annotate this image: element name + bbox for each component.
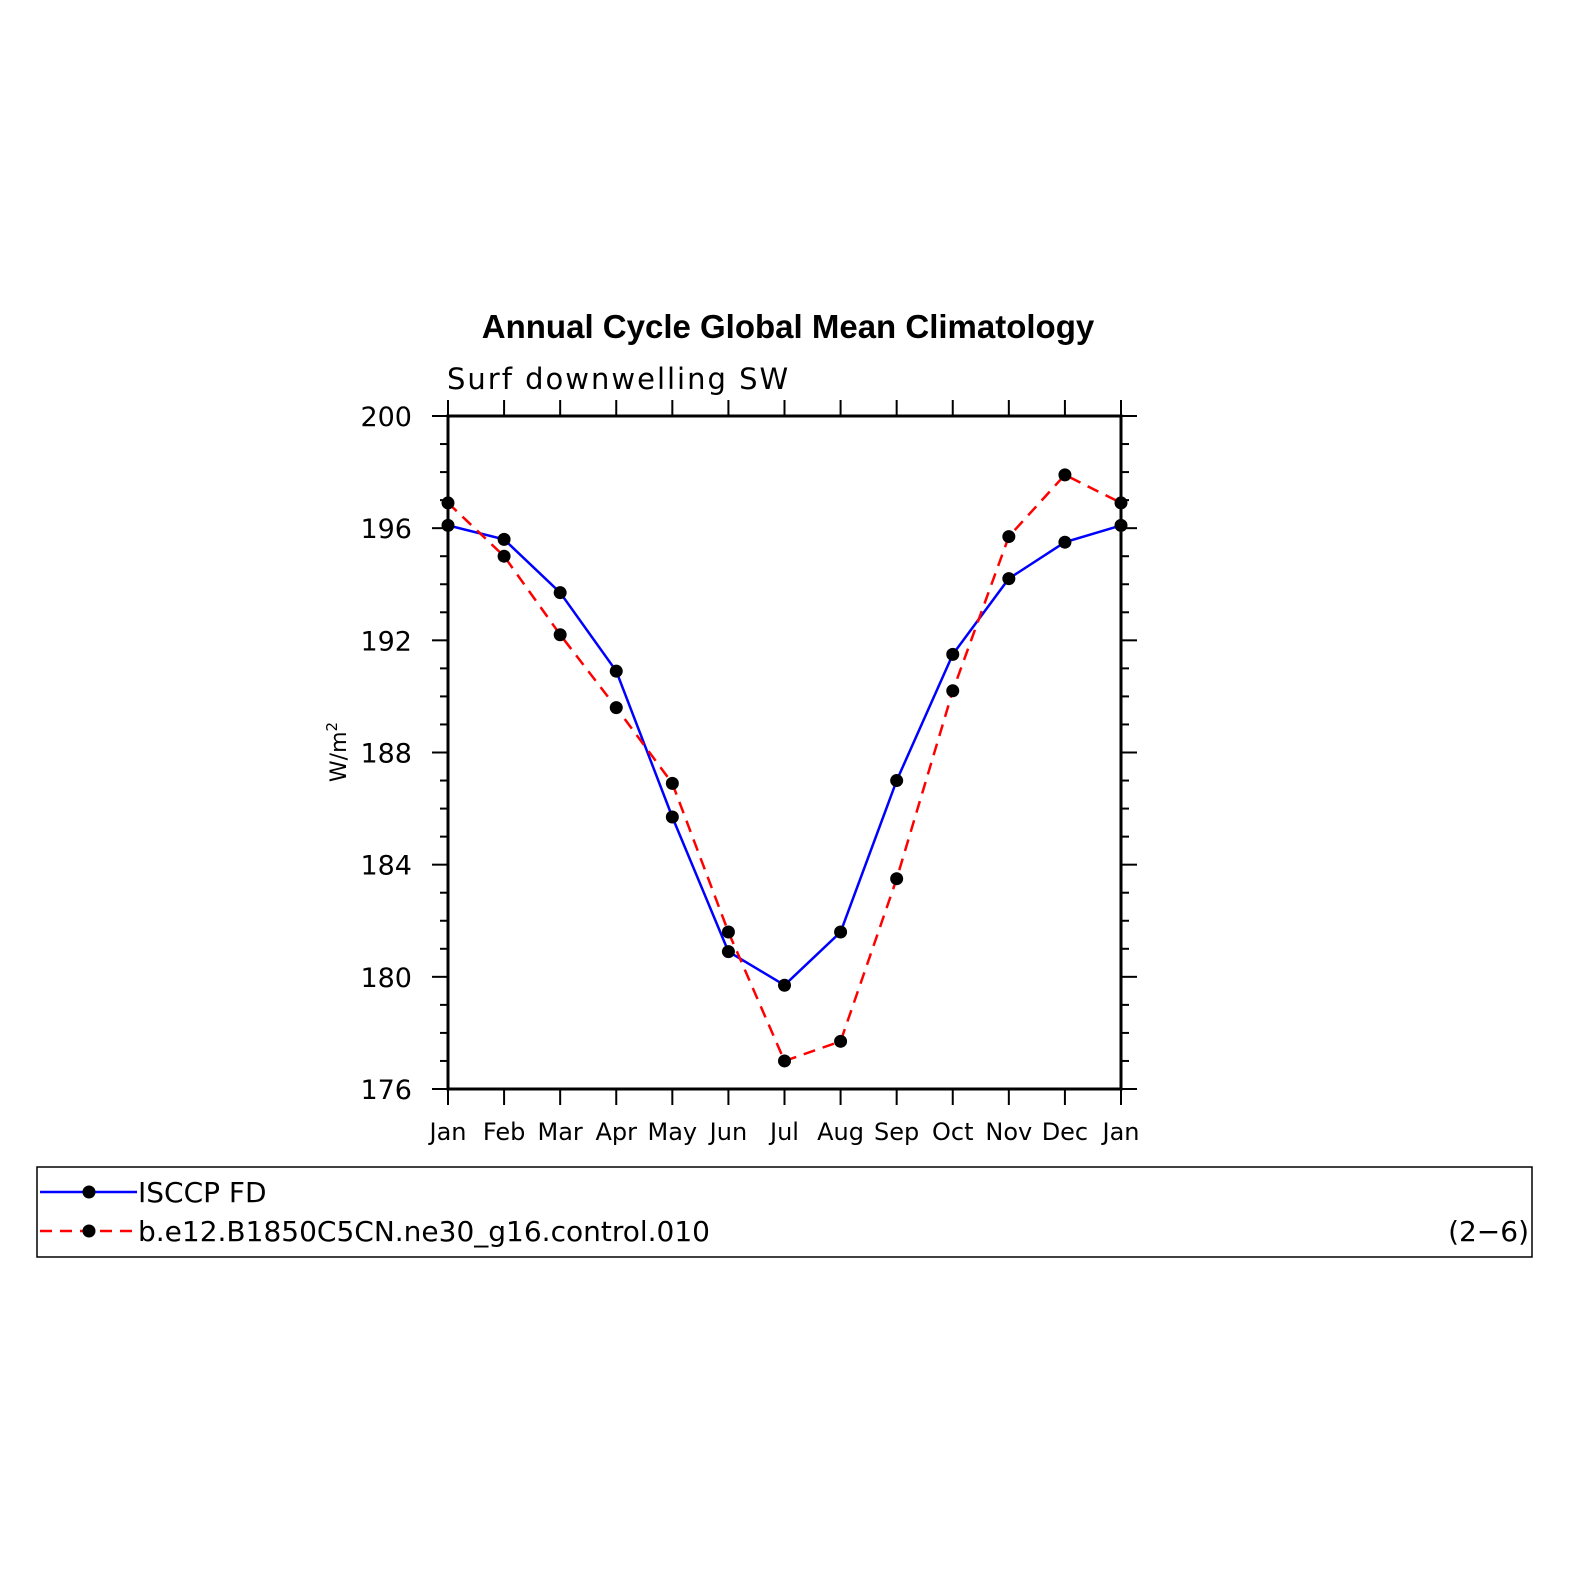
y-tick-label: 176 [360,1075,412,1106]
data-point [1058,535,1072,549]
data-point [1002,572,1016,586]
legend: ISCCP FD b.e12.B1850C5CN.ne30_g16.control… [36,1166,1533,1258]
x-tick-label: Aug [817,1118,864,1146]
data-point [609,701,623,715]
series-1 [441,518,1128,992]
data-point [778,978,791,992]
data-point [946,647,960,661]
data-point [1114,518,1128,532]
data-point [609,664,623,678]
legend-label: ISCCP FD [138,1176,267,1209]
data-point [1002,530,1016,544]
data-point [890,872,904,886]
y-tick-label: 196 [360,514,412,545]
data-point [441,518,455,532]
legend-marker [82,1224,96,1238]
y-axis-label-unit: W/m [327,731,352,782]
data-point [890,774,904,788]
chart-title: Annual Cycle Global Mean Climatology [482,308,1095,345]
x-tick-label: Jul [768,1118,799,1146]
data-point [721,925,735,939]
chart-subtitle: Surf downwelling SW [447,362,790,396]
y-axis-label: W/m2 [323,722,352,782]
x-tick-label: Dec [1042,1118,1088,1146]
data-point [553,628,567,642]
x-tick-label: Oct [932,1118,974,1146]
y-tick-label: 188 [360,739,412,770]
legend-marker [82,1185,96,1199]
x-tick-label: Apr [595,1118,637,1146]
data-point [834,1034,848,1048]
data-point [834,925,848,939]
legend-box [36,1166,1533,1258]
x-tick-label: Feb [483,1118,526,1146]
data-point [1114,496,1128,510]
y-axis-label-exponent: 2 [323,722,341,732]
x-tick-label: Mar [538,1118,583,1146]
panel-id: (2−6) [1448,1215,1529,1248]
data-point [497,549,511,563]
x-tick-label: Jun [708,1118,748,1146]
data-point [441,496,455,510]
y-tick-label: 184 [360,851,412,882]
data-point [553,586,567,600]
series-line [447,473,1122,1063]
x-tick-label: Sep [874,1118,919,1146]
series-layer [441,468,1128,1068]
x-tick-label: Nov [985,1118,1032,1146]
x-tick-label: May [648,1118,698,1146]
y-tick-label: 180 [360,963,412,994]
series-line [447,524,1122,987]
y-tick-label: 192 [360,626,412,657]
data-point [665,810,679,824]
x-axis: Jan Feb Mar Apr May Jun Jul Aug Sep Oct Nov Dec Jan [428,400,1140,1146]
data-point [721,945,735,959]
y-tick-label: 200 [360,402,412,433]
data-point [778,1054,791,1068]
y-axis: 176 180 184 188 192 196 200 [360,402,1137,1106]
x-tick-label: Jan [428,1118,467,1146]
x-tick-label: Jan [1101,1118,1140,1146]
data-point [946,684,960,698]
data-point [497,532,511,546]
data-point [665,776,679,790]
legend-label: b.e12.B1850C5CN.ne30_g16.control.010 [138,1215,710,1248]
series-2 [441,468,1128,1068]
data-point [1058,468,1072,482]
